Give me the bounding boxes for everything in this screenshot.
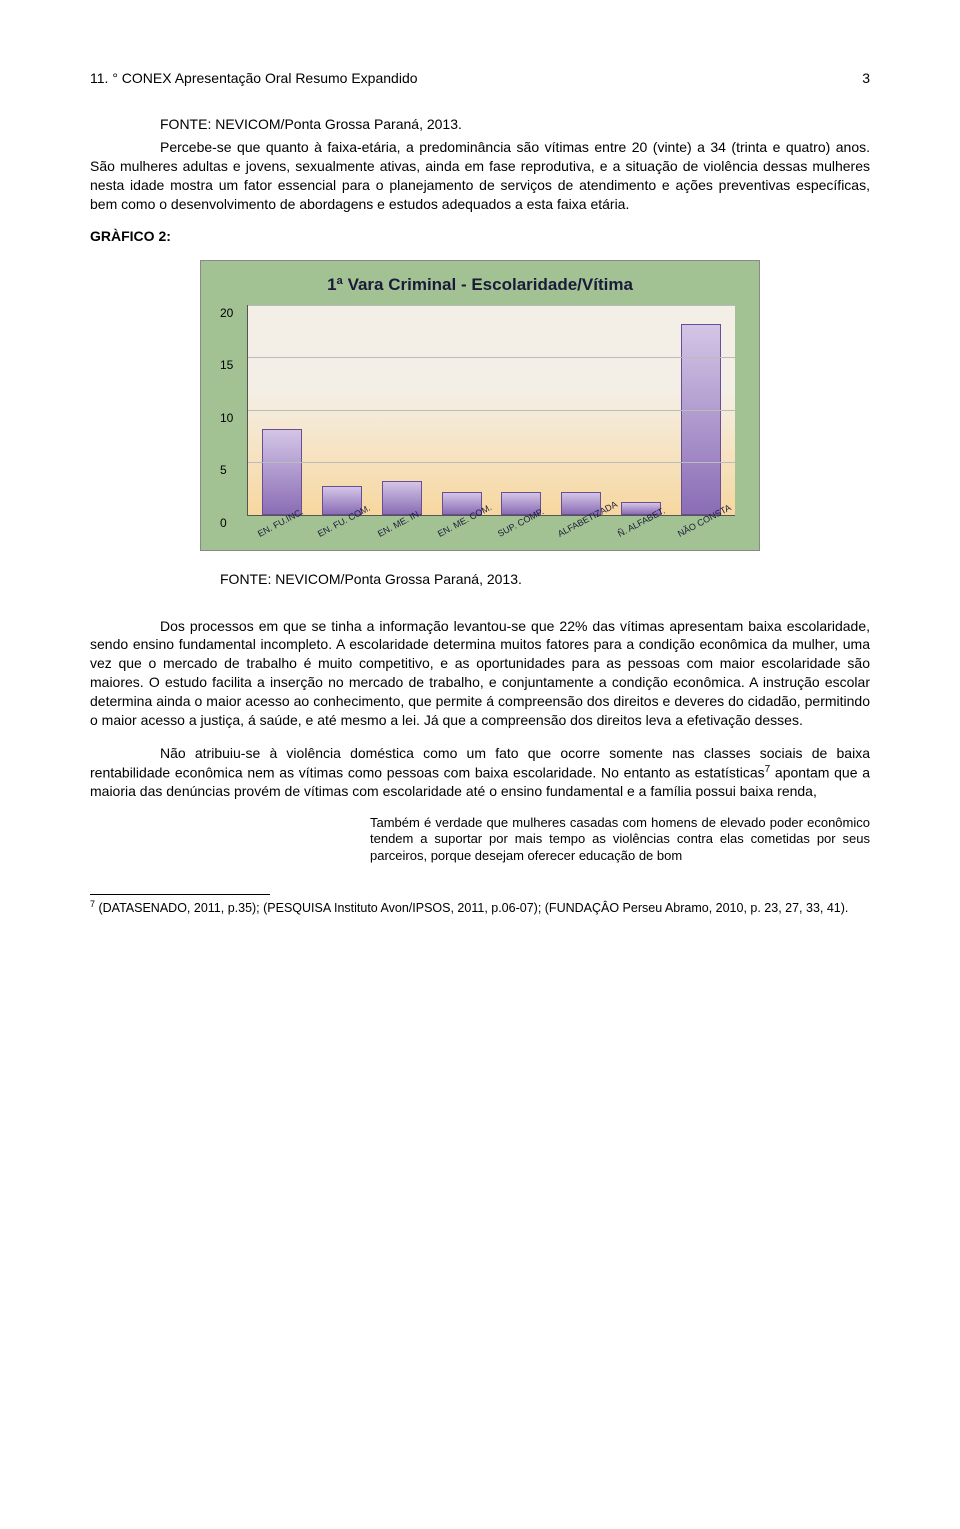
chart-ytick: 15	[220, 358, 233, 372]
footnote-text: (DATASENADO, 2011, p.35); (PESQUISA Inst…	[95, 901, 848, 915]
chart-section-label: GRÀFICO 2:	[90, 228, 870, 244]
source-caption-1: FONTE: NEVICOM/Ponta Grossa Paraná, 2013…	[160, 116, 870, 132]
chart-gridline	[248, 410, 735, 411]
chart-gridline	[248, 357, 735, 358]
paragraph-3: Não atribuiu-se à violência doméstica co…	[90, 744, 870, 801]
block-quote: Também é verdade que mulheres casadas co…	[370, 815, 870, 864]
chart-plot-area: 05101520	[247, 305, 735, 516]
chart-container: 1ª Vara Criminal - Escolaridade/Vítima 0…	[200, 260, 760, 551]
chart-title: 1ª Vara Criminal - Escolaridade/Vítima	[219, 275, 741, 295]
footnote-separator	[90, 894, 270, 895]
source-caption-2: FONTE: NEVICOM/Ponta Grossa Paraná, 2013…	[220, 571, 870, 587]
paragraph-1: Percebe-se que quanto à faixa-etária, a …	[90, 138, 870, 214]
chart-ytick: 10	[220, 411, 233, 425]
chart-ytick: 0	[220, 516, 227, 530]
paragraph-2: Dos processos em que se tinha a informaç…	[90, 617, 870, 730]
paragraph-3-pre: Não atribuiu-se à violência doméstica co…	[90, 745, 870, 781]
chart-gridline	[248, 305, 735, 306]
chart-bar	[681, 324, 721, 515]
chart-ytick: 5	[220, 463, 227, 477]
header-title: 11. ° CONEX Apresentação Oral Resumo Exp…	[90, 70, 418, 86]
chart-gridline	[248, 462, 735, 463]
page-number: 3	[862, 70, 870, 86]
footnote-7: 7 (DATASENADO, 2011, p.35); (PESQUISA In…	[90, 899, 870, 916]
chart-ytick: 20	[220, 306, 233, 320]
chart-bar	[262, 429, 302, 515]
